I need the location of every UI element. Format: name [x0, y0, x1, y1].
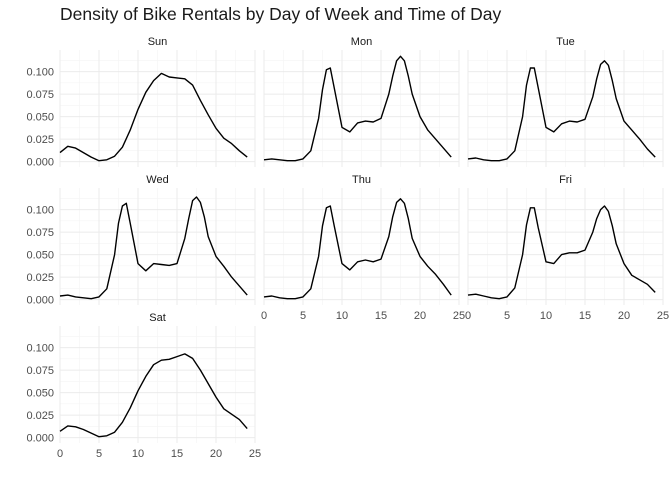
- x-tick-label: 5: [96, 448, 102, 460]
- y-tick-label: 0.100: [26, 343, 54, 355]
- x-tick-label: 0: [261, 310, 267, 322]
- facet-label-mon: Mon: [351, 36, 372, 48]
- density-line-sat: [59, 353, 248, 438]
- y-tick-label: 0.050: [26, 250, 54, 262]
- density-line-tue: [467, 60, 656, 162]
- x-tick-label: 10: [336, 310, 348, 322]
- facet-label-sun: Sun: [148, 36, 168, 48]
- density-line-mon: [263, 55, 452, 162]
- x-tick-label: 25: [453, 310, 465, 322]
- x-tick-label: 15: [375, 310, 387, 322]
- y-tick-label: 0.000: [26, 433, 54, 445]
- x-tick-label: 10: [132, 448, 144, 460]
- x-tick-label: 10: [540, 310, 552, 322]
- x-tick-label: 5: [300, 310, 306, 322]
- density-line-sun: [59, 72, 248, 162]
- facet-label-wed: Wed: [146, 174, 168, 186]
- y-tick-label: 0.050: [26, 388, 54, 400]
- facet-label-sat: Sat: [149, 312, 166, 324]
- y-tick-label: 0.100: [26, 67, 54, 79]
- y-tick-label: 0.075: [26, 365, 54, 377]
- y-tick-label: 0.100: [26, 205, 54, 217]
- x-tick-label: 15: [171, 448, 183, 460]
- density-line-wed: [59, 196, 248, 300]
- y-tick-label: 0.000: [26, 295, 54, 307]
- x-tick-label: 0: [465, 310, 471, 322]
- x-tick-label: 20: [414, 310, 426, 322]
- x-tick-label: 0: [57, 448, 63, 460]
- density-line-thu: [263, 198, 452, 300]
- x-tick-label: 20: [618, 310, 630, 322]
- y-tick-label: 0.025: [26, 134, 54, 146]
- facet-label-fri: Fri: [559, 174, 572, 186]
- y-tick-label: 0.025: [26, 410, 54, 422]
- y-tick-label: 0.075: [26, 89, 54, 101]
- y-tick-label: 0.000: [26, 157, 54, 169]
- facet-label-tue: Tue: [556, 36, 575, 48]
- x-tick-label: 25: [657, 310, 669, 322]
- density-line-fri: [467, 205, 656, 300]
- chart-title: Density of Bike Rentals by Day of Week a…: [60, 4, 502, 24]
- x-tick-label: 25: [249, 448, 261, 460]
- x-tick-label: 15: [579, 310, 591, 322]
- x-tick-label: 20: [210, 448, 222, 460]
- y-tick-label: 0.050: [26, 112, 54, 124]
- y-tick-label: 0.025: [26, 272, 54, 284]
- x-tick-label: 5: [504, 310, 510, 322]
- facet-label-thu: Thu: [352, 174, 371, 186]
- y-tick-label: 0.075: [26, 227, 54, 239]
